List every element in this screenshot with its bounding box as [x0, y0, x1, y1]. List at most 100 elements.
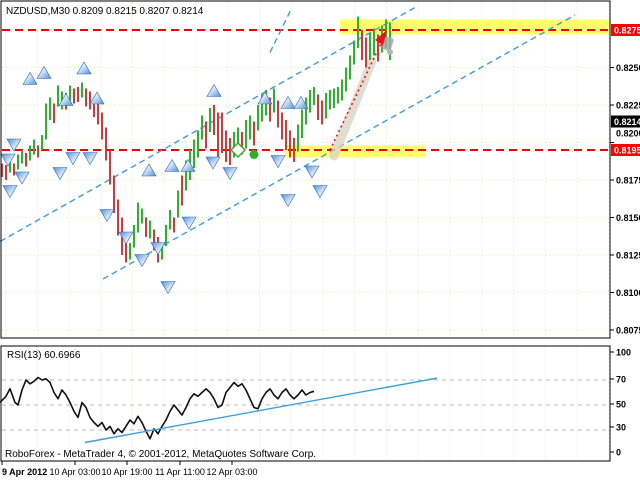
price-bar	[217, 112, 219, 158]
time-axis-label: 12 Apr 03:00	[206, 467, 257, 477]
price-bar	[281, 112, 283, 140]
price-bar	[357, 16, 359, 48]
price-bar	[129, 243, 131, 260]
price-bar	[277, 100, 279, 128]
fractal-up-icon	[257, 91, 273, 105]
target-zone	[285, 145, 425, 158]
fractal-down-icon	[14, 171, 30, 185]
price-bar	[149, 220, 151, 239]
fractal-up-icon	[36, 65, 52, 79]
fractal-down-icon	[2, 185, 18, 199]
rsi-trendline	[84, 377, 438, 444]
copyright-text: RoboForex - MetaTrader 4, © 2001-2012, M…	[5, 449, 316, 460]
price-bar	[105, 127, 107, 161]
price-bar	[289, 130, 291, 158]
fractal-down-icon	[270, 155, 286, 169]
time-axis-label: 10 Apr 19:00	[101, 467, 152, 477]
price-bar	[9, 160, 11, 173]
price-bar	[309, 90, 311, 113]
target-zone	[340, 19, 610, 35]
fractal-up-icon	[180, 158, 196, 172]
price-bar	[69, 85, 71, 101]
price-bar	[177, 190, 179, 218]
main-panel-border	[0, 0, 611, 339]
price-bar	[213, 105, 215, 135]
price-bar	[273, 88, 275, 113]
price-label-box	[611, 115, 640, 128]
price-bar	[153, 229, 155, 251]
price-axis-label: 0.8225	[616, 101, 640, 111]
rsi-axis-label: 50	[616, 400, 626, 410]
fractal-down-icon	[150, 242, 166, 256]
price-bar	[337, 87, 339, 104]
price-bar	[13, 163, 15, 176]
price-bar	[269, 97, 271, 122]
price-bar	[25, 153, 27, 167]
fractal-down-icon	[99, 209, 115, 223]
price-bar	[225, 130, 227, 162]
price-bar	[97, 103, 99, 125]
rsi-line	[0, 376, 315, 440]
fractal-down-icon	[134, 254, 150, 268]
price-bar	[201, 115, 203, 140]
fractal-up-icon	[280, 95, 296, 109]
price-bar	[173, 217, 175, 233]
price-label-box-text: 0.8214	[614, 117, 640, 127]
price-bar	[321, 100, 323, 125]
price-bar	[241, 132, 243, 155]
time-axis-label: 9 Apr 2012	[2, 467, 47, 477]
projection-shadow-band	[329, 57, 377, 161]
cursor-marker-icon	[382, 36, 394, 51]
rsi-axis-label: 70	[616, 375, 626, 385]
price-bar	[89, 91, 91, 110]
price-bar	[113, 175, 115, 213]
price-bar	[17, 154, 19, 170]
price-axis-label: 0.8125	[616, 251, 640, 261]
fractal-down-icon	[205, 156, 221, 170]
fractal-down-icon	[52, 167, 68, 181]
price-bar	[365, 37, 367, 68]
fractal-up-icon	[164, 158, 180, 172]
price-bar	[209, 108, 211, 132]
price-bar	[229, 138, 231, 165]
price-bar	[165, 225, 167, 246]
price-bar	[29, 145, 31, 161]
price-bar	[133, 225, 135, 248]
price-bar	[49, 97, 51, 120]
price-bar	[341, 79, 343, 101]
price-bar	[5, 165, 7, 180]
price-bar	[221, 112, 223, 153]
price-bar	[345, 67, 347, 92]
price-bar	[329, 90, 331, 110]
price-bar	[377, 34, 379, 62]
price-label-box-text: 0.8195	[614, 146, 640, 156]
fractal-down-icon	[312, 185, 328, 199]
fractal-up-icon	[58, 92, 74, 106]
price-bar	[125, 235, 127, 263]
price-bar	[349, 55, 351, 80]
price-bar	[145, 217, 147, 237]
channel-upper	[0, 6, 416, 243]
price-bar	[325, 93, 327, 119]
price-bar	[161, 243, 163, 260]
horizontal-levels	[2, 29, 610, 151]
price-bar	[141, 208, 143, 224]
price-bar	[21, 150, 23, 164]
price-bar	[257, 105, 259, 131]
fractal-up-icon	[141, 163, 157, 177]
time-axis-label: 11 Apr 11:00	[155, 467, 205, 477]
price-bar	[169, 210, 171, 230]
rsi-indicator	[0, 376, 438, 444]
price-bar	[193, 139, 195, 168]
price-bar	[81, 82, 83, 98]
fractal-down-icon	[0, 153, 16, 167]
price-bar	[33, 139, 35, 155]
grid-lines	[2, 2, 610, 461]
fractal-up-icon	[89, 91, 105, 105]
price-bar	[117, 199, 119, 236]
